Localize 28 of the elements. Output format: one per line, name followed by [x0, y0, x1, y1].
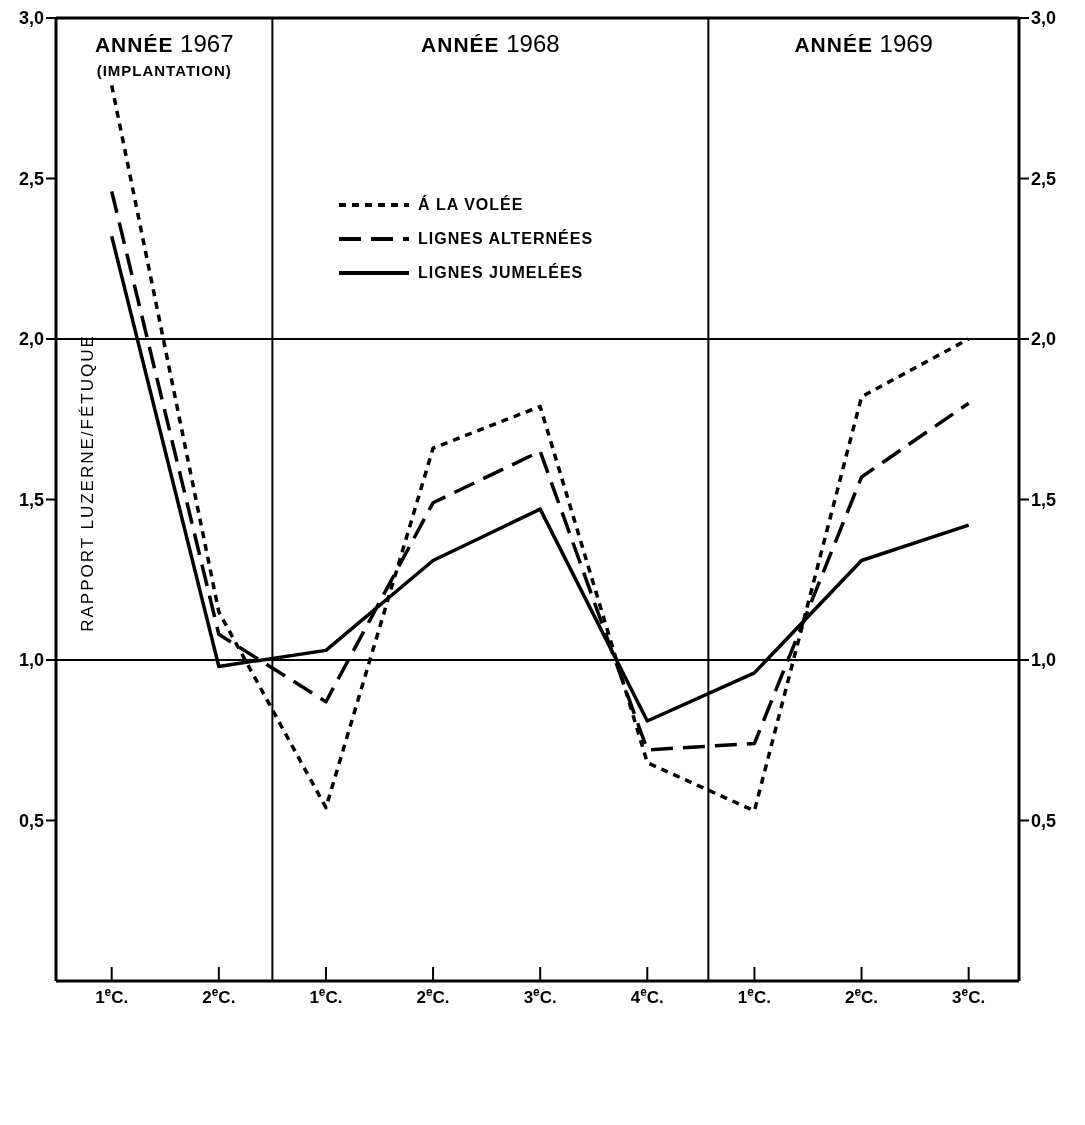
y-tick-label: 1,5 — [18, 489, 44, 510]
x-tick-label: 3$^{e}$C. — [523, 985, 557, 1007]
annotation: ANNÉE 1967 (IMPLANTATION) — [94, 30, 234, 79]
y-tick-label: 2,0 — [18, 329, 44, 349]
x-tick-label: 1$^{e}$C. — [309, 985, 343, 1007]
y2-tick-label: 2,5 — [1031, 168, 1057, 189]
y2-tick-label: 2,0 — [1031, 329, 1057, 349]
x-tick-label: 2$^{e}$C. — [202, 985, 236, 1007]
y2-tick-label: 1,0 — [1031, 650, 1057, 670]
x-tick-label: 2$^{e}$C. — [844, 985, 879, 1007]
y-tick-label: 1,0 — [18, 650, 44, 670]
y-tick-label: 2,5 — [18, 168, 44, 189]
legend-label: LIGNES ALTERNÉES — [418, 230, 594, 248]
y-axis-title: RAPPORT LUZERNE/FÉTUQUE — [78, 334, 98, 632]
legend-label: Á LA VOLÉE — [418, 196, 524, 214]
x-tick-label: 4$^{e}$C. — [630, 985, 664, 1007]
x-tick-label: 3$^{e}$C. — [952, 985, 986, 1007]
x-tick-label: 1$^{e}$C. — [95, 985, 129, 1007]
y-tick-label: 0,5 — [18, 810, 44, 831]
x-tick-label: 1$^{e}$C. — [737, 985, 771, 1007]
x-tick-label: 2$^{e}$C. — [416, 985, 450, 1007]
legend-label: LIGNES JUMELÉES — [418, 264, 584, 282]
y2-tick-label: 3,0 — [1031, 8, 1057, 28]
y2-tick-label: 1,5 — [1031, 489, 1057, 510]
y2-tick-label: 0,5 — [1031, 810, 1057, 831]
annotation: ANNÉE 1969 — [794, 30, 933, 57]
y-tick-label: 3,0 — [18, 8, 44, 28]
annotation: ANNÉE 1968 — [421, 30, 560, 57]
